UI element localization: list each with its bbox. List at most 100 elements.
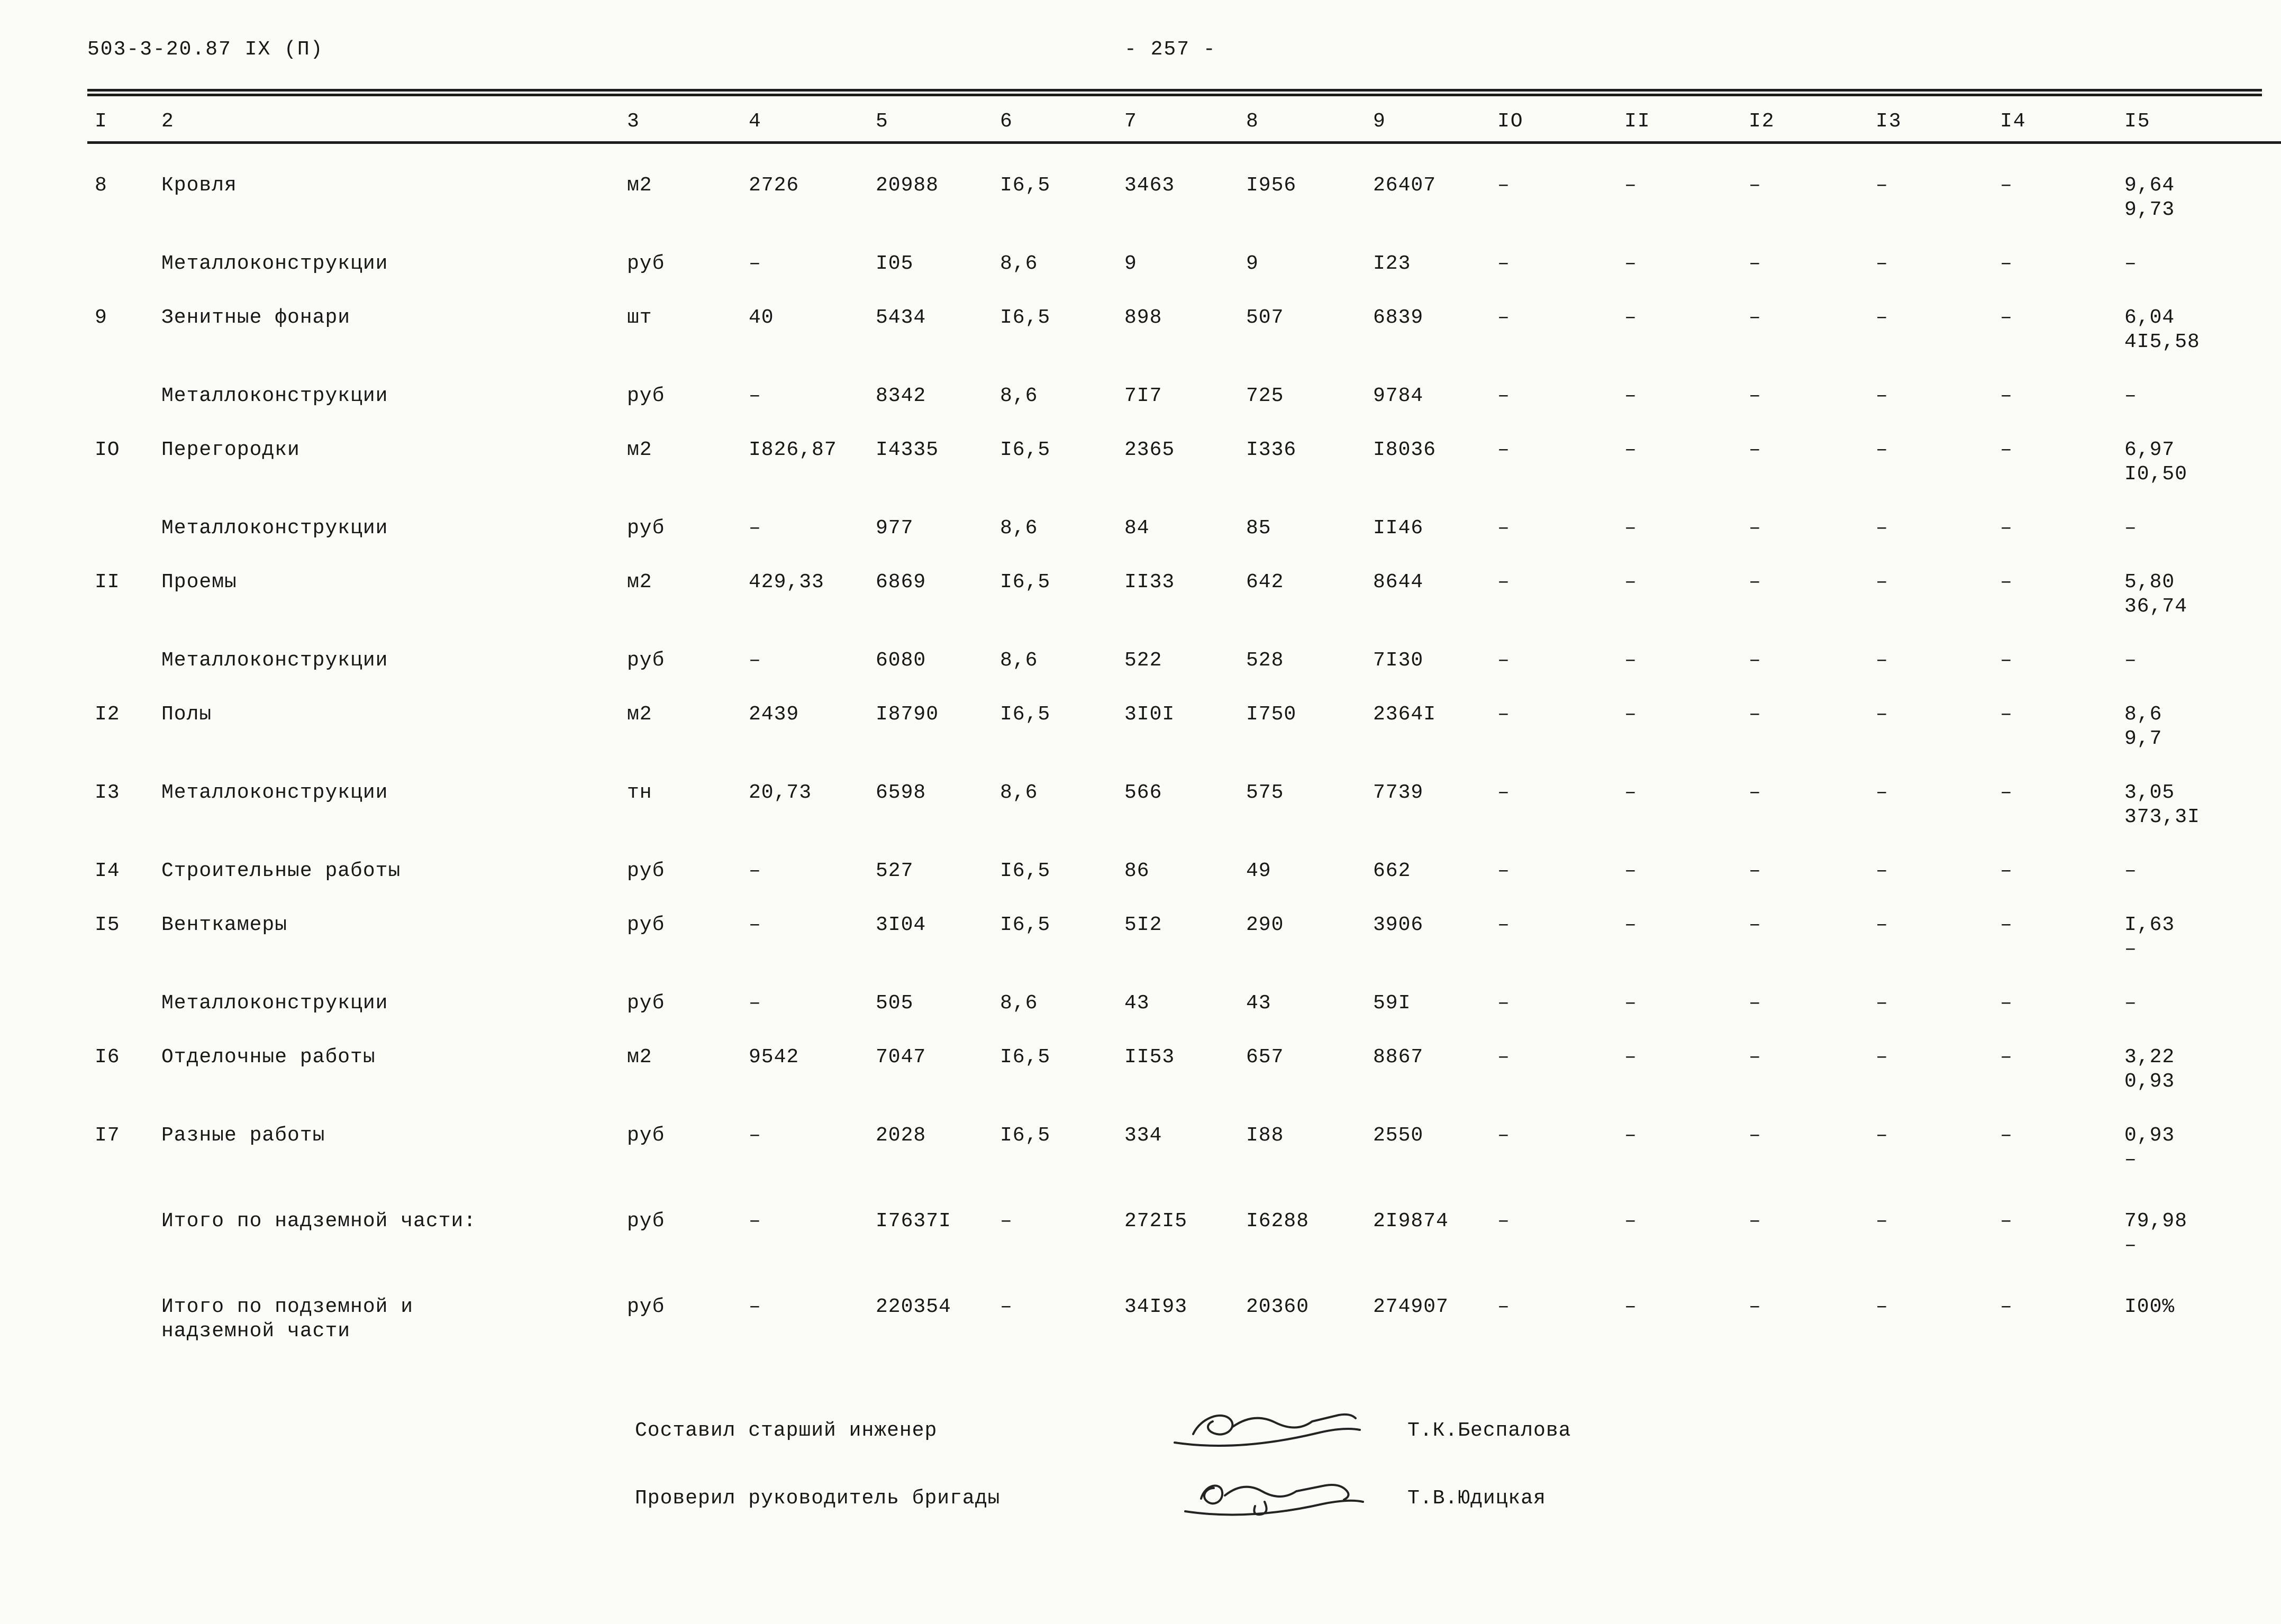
table-row: I2 Полы м2 2439 I8790 I6,5 3I0I I750 2364I – – – – – 8… <box>87 673 2281 751</box>
table-cell-col15: – <box>2124 992 2137 1015</box>
column-header: 2 <box>161 96 627 144</box>
table-cell-col11: – <box>1624 174 1637 197</box>
table-cell-col8: I6288 <box>1246 1210 1310 1233</box>
table-cell-col9: I8036 <box>1373 439 1437 461</box>
table-cell-col4: – <box>749 1295 761 1318</box>
table-cell-col1: I7 <box>95 1124 120 1147</box>
table-cell-col2: Металлоконструкции <box>161 649 388 672</box>
table-cell-col3: м2 <box>627 703 652 726</box>
table-cell-col8: 43 <box>1246 992 1271 1015</box>
data-table: I 2 3 4 5 6 7 8 9 IO II I2 I3 I4 I5 8 Кровля м2 2726 20988… <box>87 96 2281 1344</box>
table-cell-col2: Отделочные работы <box>161 1046 376 1069</box>
table-cell-col12: – <box>1749 385 1761 407</box>
table-cell-col15: 0,93 – <box>2124 1124 2175 1171</box>
column-header: I2 <box>1749 96 1876 144</box>
table-cell-col4: I826,87 <box>749 439 837 461</box>
table-cell-col3: м2 <box>627 174 652 197</box>
table-cell-col1: I5 <box>95 914 120 936</box>
table-cell-col4: – <box>749 649 761 672</box>
table-cell-col15: – <box>2124 385 2137 407</box>
table-row: IO Перегородки м2 I826,87 I4335 I6,5 2365 I336 I… <box>87 408 2281 487</box>
table-cell-col9: 7739 <box>1373 781 1424 804</box>
table-cell-col5: 20988 <box>876 174 939 197</box>
table-cell-col2: Перегородки <box>161 439 300 461</box>
table-cell-col12: – <box>1749 252 1761 275</box>
table-cell-col2: Проемы <box>161 571 237 594</box>
table-cell-col11: – <box>1624 860 1637 882</box>
table-cell-col13: – <box>1876 914 1888 936</box>
table-cell-col5: 7047 <box>876 1046 926 1069</box>
doc-code: 503-3-20.87 IX (П) <box>87 38 324 61</box>
table-cell-col3: руб <box>627 860 665 882</box>
column-header: 9 <box>1373 96 1497 144</box>
table-cell-col13: – <box>1876 517 1888 540</box>
table-cell-col5: 2028 <box>876 1124 926 1147</box>
table-cell-col6: 8,6 <box>1000 992 1038 1015</box>
table-cell-col2: Полы <box>161 703 212 726</box>
table-cell-col1 <box>87 1172 161 1258</box>
table-cell-col5: 505 <box>876 992 914 1015</box>
table-cell-col13: – <box>1876 860 1888 882</box>
checked-by-name: Т.В.Юдицкая <box>1407 1486 1546 1510</box>
table-cell-col9: 2364I <box>1373 703 1437 726</box>
table-cell-col4: – <box>749 385 761 407</box>
table-cell-col7: 3I0I <box>1124 703 1175 726</box>
table-cell-col8: I88 <box>1246 1124 1284 1147</box>
table-cell-col6: 8,6 <box>1000 649 1038 672</box>
table-cell-col10: – <box>1497 914 1510 936</box>
table-cell-col3: руб <box>627 252 665 275</box>
table-cell-col13: – <box>1876 571 1888 594</box>
table-row: I4 Строительные работы руб – 527 I6,5 86 49 662 –… <box>87 829 2281 883</box>
table-cell-col11: – <box>1624 703 1637 726</box>
table-cell-col7: 34I93 <box>1124 1295 1188 1318</box>
table-cell-col12: – <box>1749 1210 1761 1233</box>
table-cell-col13: – <box>1876 1210 1888 1233</box>
table-cell-col8: 642 <box>1246 571 1284 594</box>
table-cell-col7: 9 <box>1124 252 1137 275</box>
table-cell-col7: 5I2 <box>1124 914 1162 936</box>
table-cell-col1: IO <box>95 439 120 461</box>
table-cell-col2: Металлоконструкции <box>161 252 388 275</box>
header-divider <box>87 89 2262 96</box>
table-cell-col8: 507 <box>1246 306 1284 329</box>
table-cell-col13: – <box>1876 1124 1888 1147</box>
table-cell-col9: 8867 <box>1373 1046 1424 1069</box>
table-cell-col10: – <box>1497 1295 1510 1318</box>
table-cell-col7: 3463 <box>1124 174 1175 197</box>
table-cell-col10: – <box>1497 1210 1510 1233</box>
table-cell-col3: м2 <box>627 1046 652 1069</box>
table-cell-col3: руб <box>627 992 665 1015</box>
table-row: II Проемы м2 429,33 6869 I6,5 II33 642 8644 – – – – –… <box>87 541 2281 619</box>
checked-by-label: Проверил руководитель бригады <box>635 1486 1001 1510</box>
table-cell-col9: 3906 <box>1373 914 1424 936</box>
table-cell-col11: – <box>1624 992 1637 1015</box>
column-header: 5 <box>876 96 1000 144</box>
table-cell-col3: руб <box>627 1295 665 1318</box>
table-row: Металлоконструкции руб – 6080 8,6 522 528 7I30 –… <box>87 619 2281 673</box>
table-row: Металлоконструкции руб – 505 8,6 43 43 59I – – – – –… <box>87 962 2281 1016</box>
column-header: 8 <box>1246 96 1373 144</box>
table-cell-col1: 8 <box>95 174 107 197</box>
signature-block: Составил старший инженер Т.К.Беспалова П… <box>635 1397 2265 1532</box>
table-cell-col1 <box>87 619 161 673</box>
table-cell-col14: – <box>2000 703 2013 726</box>
table-cell-col5: I8790 <box>876 703 939 726</box>
table-cell-col10: – <box>1497 860 1510 882</box>
table-cell-col4: – <box>749 1124 761 1147</box>
table-cell-col4: – <box>749 1210 761 1233</box>
column-header: I5 <box>2124 96 2281 144</box>
table-cell-col15: – <box>2124 252 2137 275</box>
table-cell-col3: руб <box>627 1210 665 1233</box>
table-row: I3 Металлоконструкции тн 20,73 6598 8,6 566 575… <box>87 751 2281 829</box>
table-cell-col10: – <box>1497 1046 1510 1069</box>
table-cell-col12: – <box>1749 914 1761 936</box>
table-cell-col11: – <box>1624 1046 1637 1069</box>
column-header: 7 <box>1124 96 1246 144</box>
table-cell-col9: I23 <box>1373 252 1411 275</box>
page-header: 503-3-20.87 IX (П) - 257 - <box>87 38 2262 66</box>
table-cell-col3: руб <box>627 914 665 936</box>
table-cell-col13: – <box>1876 439 1888 461</box>
table-cell-col11: – <box>1624 252 1637 275</box>
table-cell-col4: 9542 <box>749 1046 799 1069</box>
table-cell-col12: – <box>1749 860 1761 882</box>
